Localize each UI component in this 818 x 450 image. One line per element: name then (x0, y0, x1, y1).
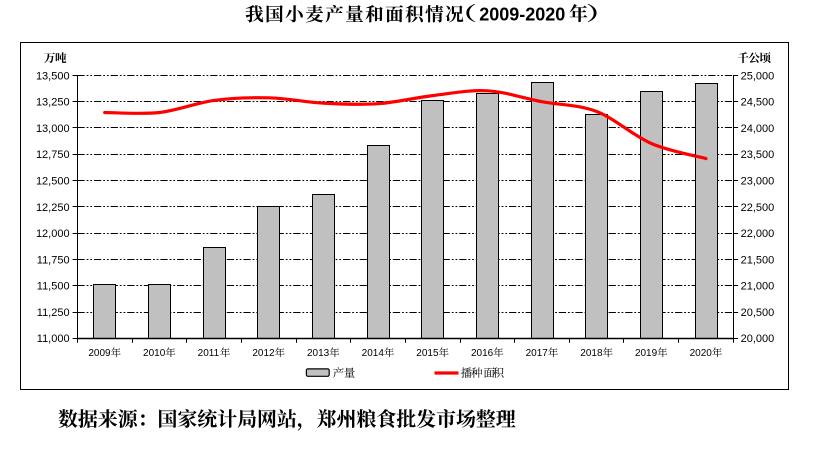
svg-text:2015: 2015 (416, 348, 439, 359)
svg-text:21,500: 21,500 (741, 254, 775, 266)
svg-text:13,500: 13,500 (36, 70, 70, 82)
svg-text:12,750: 12,750 (36, 149, 70, 161)
svg-text:11,750: 11,750 (37, 254, 70, 266)
svg-text:13,000: 13,000 (36, 123, 70, 135)
svg-text:2011: 2011 (198, 348, 220, 359)
svg-text:20,000: 20,000 (741, 333, 775, 345)
svg-text:22,000: 22,000 (741, 228, 775, 240)
svg-text:2018: 2018 (580, 348, 603, 359)
svg-text:23,000: 23,000 (741, 175, 775, 187)
svg-text:11,000: 11,000 (37, 333, 70, 345)
svg-text:24,500: 24,500 (741, 97, 775, 109)
svg-text:24,000: 24,000 (741, 123, 775, 135)
svg-text:2020: 2020 (690, 348, 713, 359)
svg-text:2014: 2014 (362, 348, 385, 359)
svg-text:11,250: 11,250 (37, 307, 70, 319)
svg-text:22,500: 22,500 (741, 202, 775, 214)
svg-text:11,500: 11,500 (37, 281, 70, 293)
svg-text:2019: 2019 (635, 348, 658, 359)
svg-text:2010: 2010 (143, 348, 166, 359)
svg-text:2016: 2016 (471, 348, 494, 359)
svg-text:2009: 2009 (88, 348, 111, 359)
svg-text:21,000: 21,000 (741, 281, 775, 293)
svg-text:13,250: 13,250 (36, 97, 70, 109)
svg-text:2009-2020: 2009-2020 (479, 5, 565, 25)
svg-text:2013: 2013 (307, 348, 330, 359)
svg-text:2017: 2017 (526, 348, 549, 359)
svg-text:12,000: 12,000 (36, 228, 70, 240)
svg-text:25,000: 25,000 (741, 70, 775, 82)
svg-text:20,500: 20,500 (741, 307, 775, 319)
svg-text:12,250: 12,250 (36, 202, 70, 214)
svg-text:2012: 2012 (252, 348, 275, 359)
svg-text:23,500: 23,500 (741, 149, 775, 161)
svg-text:12,500: 12,500 (36, 175, 70, 187)
